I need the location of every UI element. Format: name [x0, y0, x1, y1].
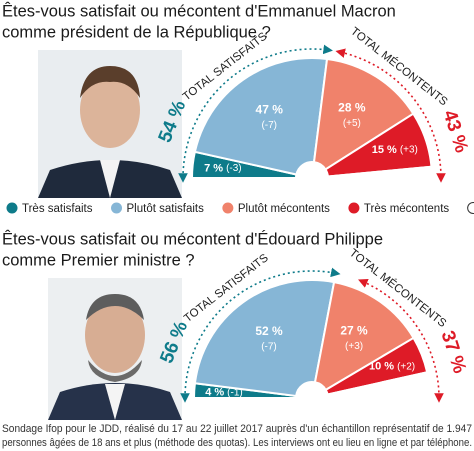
slice-label: 28 %: [338, 100, 366, 114]
total-value: 43 %: [438, 108, 471, 156]
legend-swatch: [6, 202, 18, 214]
slice-change: (-7): [261, 120, 277, 131]
footer-line: personnes âgées de 18 ans et plus (métho…: [2, 437, 472, 449]
total-value: 37 %: [437, 328, 470, 376]
legend-label: Plutôt satisfaits: [127, 203, 205, 215]
slice-label: 15 %: [372, 144, 397, 156]
legend-swatch: [348, 202, 360, 214]
chart-title: comme Premier ministre ?: [2, 251, 195, 269]
slice-label: 47 %: [256, 102, 284, 116]
chart-title: Êtes-vous satisfait ou mécontent d'Emman…: [2, 1, 396, 20]
slice-label: 52 %: [255, 324, 283, 338]
slice-change: (+2): [397, 361, 415, 372]
chart-title: comme président de la République ?: [2, 23, 271, 41]
legend-label: Plutôt mécontents: [238, 203, 330, 215]
slice-label: 4 %: [205, 387, 224, 399]
slice-label: 7 %: [204, 162, 223, 174]
slice-label: 27 %: [340, 323, 368, 337]
footer-line: Sondage Ifop pour le JDD, réalisé du 17 …: [2, 423, 472, 435]
slice-change: (+3): [400, 145, 418, 156]
slice-change: (+3): [345, 341, 363, 352]
slice-change: (+5): [343, 118, 361, 129]
slice-change: (-3): [226, 163, 242, 174]
photo-philippe: [48, 278, 182, 420]
chart-title: Êtes-vous satisfait ou mécontent d'Édoua…: [2, 229, 383, 248]
legend-label: Très satisfaits: [22, 203, 93, 215]
legend-swatch: [222, 202, 234, 214]
legend-swatch: [111, 202, 123, 214]
slice-change: (-7): [261, 341, 277, 352]
legend-swatch: [467, 202, 474, 214]
total-arc: [180, 267, 341, 403]
total-arc: [178, 44, 333, 183]
legend-label: Très mécontents: [364, 203, 449, 215]
total-arc: [335, 48, 446, 183]
photo-macron: [38, 50, 182, 198]
slice-label: 10 %: [369, 361, 394, 373]
